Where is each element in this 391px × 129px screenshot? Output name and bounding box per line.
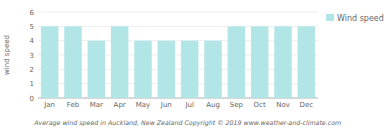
y-tick-label: 1	[30, 80, 34, 88]
y-tick-label: 0	[30, 95, 34, 103]
bar	[111, 26, 128, 98]
x-tick-label: Jun	[160, 101, 172, 109]
legend-swatch	[326, 14, 334, 21]
bar	[64, 26, 82, 98]
x-tick-label: Nov	[276, 101, 290, 109]
y-axis-label: wind speed	[3, 35, 11, 75]
bar	[181, 41, 199, 98]
x-tick-label: Aug	[206, 101, 220, 109]
x-tick-label: Feb	[67, 101, 80, 109]
bar	[204, 41, 222, 98]
bar	[158, 41, 176, 98]
y-tick-label: 4	[30, 37, 35, 45]
x-tick-label: Apr	[114, 101, 126, 109]
bar	[41, 26, 59, 98]
caption: Average wind speed in Auckland, New Zeal…	[33, 119, 341, 127]
bar	[274, 26, 292, 98]
x-tick-label: Dec	[300, 101, 314, 109]
bar	[228, 26, 246, 98]
x-tick-label: Sep	[230, 101, 244, 109]
y-tick-label: 5	[30, 23, 34, 31]
y-tick-label: 6	[30, 9, 35, 17]
bars	[41, 26, 315, 98]
chart-container: 0 1 2 3 4 5 6 Jan Feb Mar Apr May Jun Jul Aug Sep Oct Nov…	[0, 0, 391, 129]
x-tick-label: Jan	[43, 101, 55, 109]
legend-label: Wind speed	[337, 14, 384, 23]
x-tick-label: May	[136, 101, 150, 109]
y-tick-label: 3	[30, 52, 34, 60]
chart-svg: 0 1 2 3 4 5 6 Jan Feb Mar Apr May Jun Jul Aug Sep Oct Nov…	[0, 0, 391, 129]
y-tick-label: 2	[30, 66, 34, 74]
bar	[88, 41, 106, 98]
grid	[38, 12, 318, 98]
x-tick-label: Oct	[254, 101, 266, 109]
x-tick-label: Mar	[90, 101, 103, 109]
legend: Wind speed	[326, 14, 384, 23]
x-tick-label: Jul	[184, 101, 194, 109]
grid-line	[38, 12, 318, 13]
bar	[251, 26, 269, 98]
bar	[134, 41, 152, 98]
bar	[298, 26, 316, 98]
